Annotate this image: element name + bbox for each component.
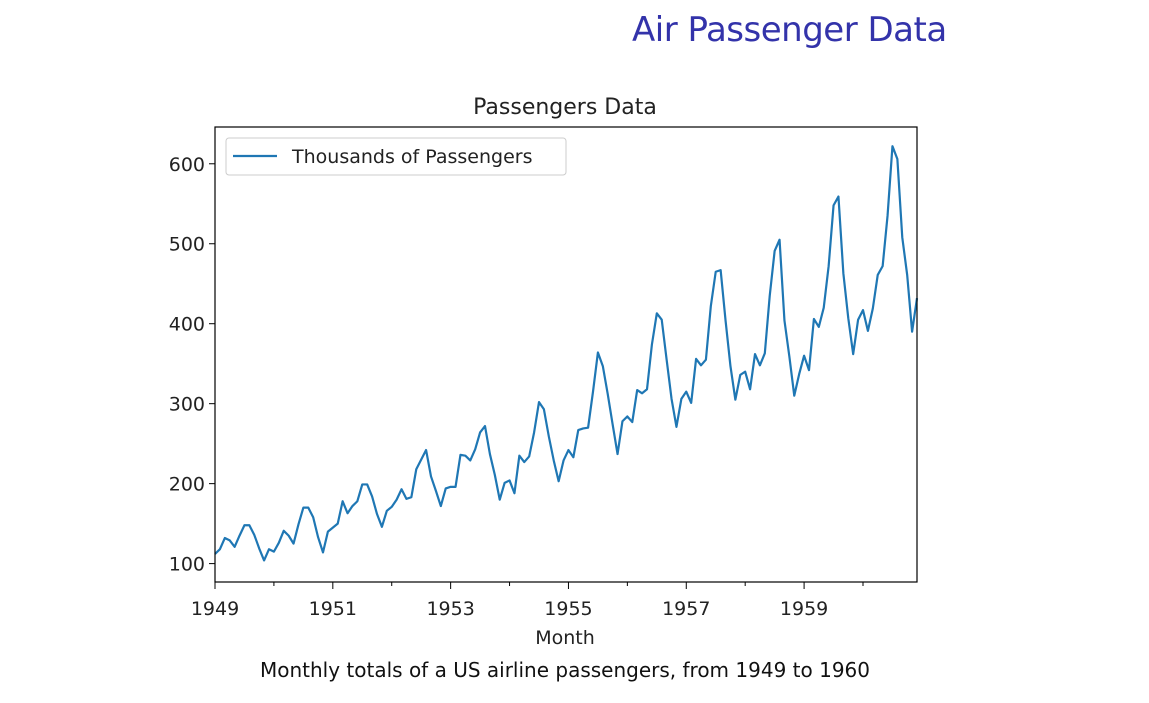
- y-tick-label: 300: [169, 394, 205, 416]
- slide-caption: Monthly totals of a US airline passenger…: [260, 658, 870, 682]
- x-tick-label: 1949: [191, 598, 239, 620]
- x-tick-label: 1959: [780, 598, 828, 620]
- y-tick-label: 400: [169, 314, 205, 336]
- y-tick-label: 100: [169, 554, 205, 576]
- y-tick-label: 600: [169, 154, 205, 176]
- x-tick-label: 1957: [662, 598, 710, 620]
- legend-box: [225, 137, 567, 176]
- series-line: [214, 145, 919, 562]
- y-tick-label: 500: [169, 234, 205, 256]
- y-axis-ticks: 100 200 300 400 500 600: [169, 154, 215, 576]
- chart-title: Passengers Data: [473, 95, 657, 120]
- x-tick-label: 1953: [426, 598, 474, 620]
- series-group: [214, 145, 919, 562]
- y-tick-label: 200: [169, 474, 205, 496]
- x-tick-label: 1955: [544, 598, 592, 620]
- slide-title: Air Passenger Data: [632, 10, 947, 50]
- x-axis-label: Month: [535, 627, 595, 649]
- plot-frame: [214, 126, 918, 583]
- legend: Thousands of Passengers: [225, 137, 567, 176]
- legend-label: Thousands of Passengers: [291, 146, 533, 168]
- x-tick-label: 1951: [309, 598, 357, 620]
- x-axis-ticks: 1949 1951 1953 1955 1957 1959: [191, 582, 864, 620]
